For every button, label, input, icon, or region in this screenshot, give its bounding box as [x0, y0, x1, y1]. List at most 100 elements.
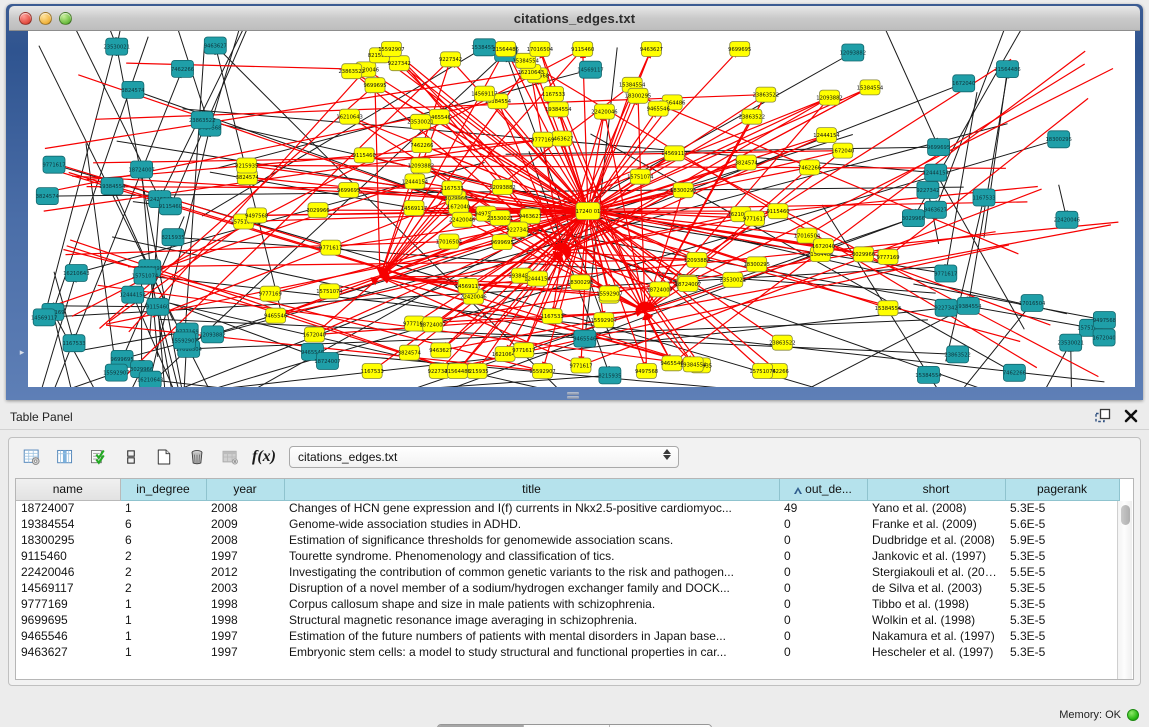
- graph-node[interactable]: 17016504: [527, 41, 554, 57]
- graph-node[interactable]: 14569117: [661, 145, 688, 162]
- cell-name[interactable]: 18724007: [16, 500, 120, 516]
- graph-node[interactable]: 21564486: [994, 60, 1021, 79]
- cell-year[interactable]: 1997: [206, 628, 284, 644]
- graph-node[interactable]: 12093882: [816, 89, 843, 106]
- graph-node[interactable]: 18300295: [743, 256, 770, 273]
- graph-node[interactable]: 9465546: [647, 100, 670, 117]
- table-row[interactable]: 9463627 1 1997 Embryonic stem cells: a mode…: [16, 644, 1119, 660]
- graph-node[interactable]: 23863522: [769, 334, 796, 351]
- cell-out_degree[interactable]: 0: [779, 548, 867, 564]
- graph-node[interactable]: 18724007: [128, 160, 155, 179]
- graph-node[interactable]: 19384554: [508, 267, 536, 284]
- cell-in_degree[interactable]: 1: [120, 500, 206, 516]
- graph-node[interactable]: 15592907: [596, 285, 623, 302]
- table-row[interactable]: 22420046 2 2012 Investigating the contribut…: [16, 564, 1119, 580]
- graph-node[interactable]: 12444154: [922, 163, 950, 182]
- graph-node[interactable]: 14569117: [471, 85, 498, 102]
- column-header-in_degree[interactable]: in_degree: [120, 479, 207, 501]
- tab-edge-table[interactable]: Edge Table: [524, 725, 610, 727]
- graph-node[interactable]: 12444154: [524, 270, 551, 287]
- tab-network-table[interactable]: Network Table: [609, 725, 711, 727]
- cell-out_degree[interactable]: 0: [779, 516, 867, 532]
- graph-node[interactable]: 14569117: [31, 308, 57, 327]
- graph-node[interactable]: 9227342: [439, 51, 462, 68]
- graph-node[interactable]: 9463627: [429, 342, 452, 359]
- cell-out_degree[interactable]: 0: [779, 580, 867, 596]
- graph-node[interactable]: 15592907: [171, 331, 198, 350]
- minimize-button[interactable]: [39, 11, 52, 25]
- cell-name[interactable]: 9699695: [16, 612, 120, 628]
- table-row[interactable]: 18724007 1 2008 Changes of HCN gene express…: [16, 500, 1119, 516]
- graph-node[interactable]: 1672040: [1093, 328, 1116, 347]
- graph-node[interactable]: 9497568: [635, 363, 658, 379]
- cell-out_degree[interactable]: 0: [779, 612, 867, 628]
- graph-node[interactable]: 18300295: [1045, 130, 1072, 149]
- graph-node[interactable]: 1672040: [952, 74, 975, 93]
- cell-short[interactable]: Nakamura et al. (1997): [867, 628, 1005, 644]
- graph-node[interactable]: 9227342: [506, 221, 529, 238]
- graph-node[interactable]: 22420046: [1054, 210, 1080, 229]
- column-header-out_de[interactable]: out_de...: [779, 479, 868, 501]
- table-row[interactable]: 19384554 6 2009 Genome-wide association stu…: [16, 516, 1119, 532]
- cell-title[interactable]: Disruption of a novel member of a sodium…: [284, 580, 779, 596]
- graph-node[interactable]: 9227342: [916, 181, 939, 199]
- cell-pagerank[interactable]: 5.5E-5: [1005, 564, 1119, 580]
- cell-pagerank[interactable]: 5.3E-5: [1005, 596, 1119, 612]
- graph-node[interactable]: 18724007: [675, 276, 701, 292]
- table-row[interactable]: 9115460 2 1997 Tourette syndrome. Phenomeno…: [16, 548, 1119, 564]
- cell-short[interactable]: Jankovic et al. (1997): [867, 548, 1005, 564]
- cell-pagerank[interactable]: 5.3E-5: [1005, 628, 1119, 644]
- cell-year[interactable]: 2003: [206, 580, 284, 596]
- graph-node[interactable]: 15751074: [132, 266, 159, 285]
- cell-title[interactable]: Corpus callosum shape and size in male p…: [284, 596, 779, 612]
- node-layer[interactable]: 18724007 19384554 18300295 9115460 22420046 1…: [31, 36, 1116, 387]
- import-table-icon[interactable]: [215, 443, 245, 471]
- cell-pagerank[interactable]: 5.3E-5: [1005, 548, 1119, 564]
- graph-node[interactable]: 21564486: [492, 41, 519, 57]
- close-button[interactable]: [19, 11, 32, 25]
- graph-node[interactable]: 23863522: [944, 345, 971, 364]
- graph-node[interactable]: 3029966: [306, 202, 330, 219]
- cell-title[interactable]: Genome-wide association studies in ADHD.: [284, 516, 779, 532]
- graph-node[interactable]: 23530021: [720, 271, 746, 288]
- cell-title[interactable]: Tourette syndrome. Phenomenology and cla…: [284, 548, 779, 564]
- column-header-name[interactable]: name: [16, 479, 121, 501]
- graph-node[interactable]: 15384554: [915, 365, 942, 384]
- cell-in_degree[interactable]: 2: [120, 580, 206, 596]
- cell-title[interactable]: Investigating the contribution of common…: [284, 564, 779, 580]
- graph-node[interactable]: 18724007: [646, 281, 673, 298]
- cell-pagerank[interactable]: 5.3E-5: [1005, 500, 1119, 516]
- graph-node[interactable]: 9771617: [569, 357, 593, 374]
- graph-node[interactable]: 1672040: [447, 198, 470, 215]
- graph-node[interactable]: 12093882: [684, 251, 710, 268]
- graph-node[interactable]: 17016504: [1019, 294, 1046, 312]
- graph-node[interactable]: 9771617: [42, 155, 66, 174]
- graph-node[interactable]: 9699695: [337, 182, 360, 198]
- graph-node[interactable]: 1672040: [831, 142, 854, 159]
- cell-in_degree[interactable]: 1: [120, 628, 206, 644]
- graph-node[interactable]: 9771617: [743, 210, 766, 227]
- graph-node[interactable]: 1672040: [303, 326, 326, 343]
- graph-node[interactable]: 9115460: [571, 41, 594, 57]
- table-row[interactable]: 9465546 1 1997 Estimation of the future num…: [16, 628, 1119, 644]
- cell-year[interactable]: 2012: [206, 564, 284, 580]
- graph-node[interactable]: 18300295: [567, 274, 594, 291]
- graph-node[interactable]: 15751074: [627, 168, 654, 185]
- cell-in_degree[interactable]: 2: [120, 564, 206, 580]
- graph-node[interactable]: 16210643: [137, 370, 163, 387]
- graph-node[interactable]: 15751074: [316, 283, 343, 300]
- graph-node[interactable]: 17240 01: [575, 202, 601, 220]
- graph-node[interactable]: 18300295: [625, 87, 651, 104]
- graph-node[interactable]: 9465546: [660, 355, 684, 372]
- graph-node[interactable]: 17016504: [436, 233, 463, 250]
- table-tabs-group[interactable]: Node TableEdge TableNetwork Table: [437, 724, 712, 727]
- graph-node[interactable]: 9771617: [934, 264, 957, 283]
- graph-node[interactable]: 9771617: [512, 342, 535, 359]
- graph-node[interactable]: 3824574: [121, 81, 145, 99]
- toggle-layout-icon[interactable]: [116, 443, 146, 471]
- cell-name[interactable]: 18300295: [16, 532, 120, 548]
- cell-year[interactable]: 1997: [206, 548, 284, 564]
- table-row[interactable]: 9699695 1 1998 Structural magnetic resonanc…: [16, 612, 1119, 628]
- graph-node[interactable]: 22420046: [449, 211, 475, 228]
- graph-node[interactable]: 9463627: [640, 41, 663, 57]
